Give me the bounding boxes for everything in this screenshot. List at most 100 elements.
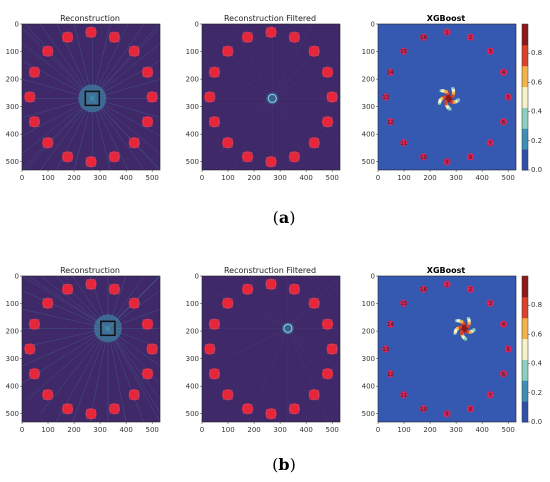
- hotspot-frame: [209, 117, 220, 127]
- x-tick-label: 400: [299, 426, 312, 434]
- prediction-cell: [468, 330, 472, 334]
- hotspot: [61, 403, 74, 415]
- streak-ray: [21, 79, 93, 99]
- hotspot: [146, 343, 158, 355]
- streak-ray: [92, 98, 111, 171]
- detector-marker-label: 5: [506, 95, 510, 101]
- y-tick-label: 400: [362, 131, 375, 139]
- streak-ray: [21, 328, 108, 348]
- prediction-cell: [444, 99, 448, 103]
- colorbar-tick-label: 0.6: [531, 78, 543, 86]
- y-tick-label: 200: [186, 76, 199, 84]
- hotspot-frame: [129, 298, 140, 308]
- x-tick-label: 400: [119, 174, 132, 182]
- detector-marker: [400, 299, 408, 307]
- hotspot: [141, 318, 154, 330]
- streak-ray: [92, 23, 129, 99]
- prediction-cell: [460, 320, 464, 324]
- colorbar-tick-label: 0.8: [531, 49, 542, 57]
- detector-marker-label: 16: [420, 35, 427, 41]
- hotspot-frame: [242, 404, 253, 414]
- panel-title: XGBoost: [426, 266, 466, 275]
- colorbar-segment: [522, 296, 528, 319]
- streak-ray: [247, 275, 289, 329]
- streak-ray: [92, 98, 161, 118]
- y-tick-label: 100: [186, 300, 199, 308]
- hotspot: [61, 151, 74, 163]
- colorbar-segment: [522, 338, 528, 360]
- streak-ray: [92, 98, 161, 170]
- streak-ray: [27, 328, 109, 400]
- streak-ray: [287, 275, 328, 329]
- detector-marker-label: 9: [445, 412, 449, 418]
- panel-title: Reconstruction: [60, 14, 120, 23]
- hotspot: [222, 297, 234, 309]
- hotspot-frame: [42, 298, 53, 308]
- colorbar-segment: [522, 44, 528, 67]
- detector-marker-label: 15: [400, 301, 407, 307]
- y-tick-label: 300: [186, 355, 199, 363]
- streak-ray: [92, 27, 161, 99]
- prediction-cell: [456, 319, 460, 323]
- panel-title: XGBoost: [426, 14, 466, 23]
- detector-marker: [419, 33, 428, 41]
- hotspot: [128, 137, 140, 149]
- hotspot: [85, 278, 97, 290]
- hotspot: [108, 283, 121, 295]
- hotspot: [204, 343, 216, 355]
- y-tick-label: 200: [362, 328, 375, 336]
- colorbar-segment: [522, 86, 528, 108]
- x-tick-label: 300: [93, 426, 106, 434]
- streak-ray: [272, 23, 313, 99]
- hotspot: [208, 318, 221, 330]
- hotspot: [241, 283, 254, 295]
- streak-ray: [201, 328, 289, 371]
- hotspot: [241, 31, 254, 43]
- source-ring: [267, 93, 277, 103]
- hotspot-frame: [62, 284, 73, 294]
- detector-marker: [419, 405, 428, 413]
- hotspot-frame: [109, 152, 120, 162]
- y-tick-label: 400: [6, 383, 19, 391]
- detector-marker-label: 10: [420, 407, 427, 413]
- hotspot-frame: [322, 319, 333, 329]
- colorbar-tick-label: 0.2: [531, 389, 542, 397]
- detector-marker: [466, 285, 475, 293]
- y-tick-label: 400: [362, 383, 375, 391]
- x-tick-label: 100: [397, 174, 410, 182]
- prediction-cell: [451, 87, 455, 91]
- streak-ray: [21, 98, 93, 170]
- hotspot: [321, 368, 334, 380]
- streak-ray: [201, 23, 273, 99]
- x-tick-label: 0: [376, 174, 380, 182]
- prediction-cell: [448, 99, 451, 103]
- prediction-cell: [448, 96, 452, 100]
- hotspot-frame: [29, 319, 40, 329]
- hotspot: [85, 156, 97, 168]
- detector-marker: [443, 410, 451, 418]
- y-tick-label: 200: [6, 76, 19, 84]
- hotspot: [128, 45, 140, 57]
- prediction-cell: [460, 329, 464, 333]
- detector-marker: [443, 280, 451, 288]
- prediction-cell: [463, 329, 467, 333]
- hotspot: [61, 283, 74, 295]
- streak-ray: [201, 55, 273, 99]
- hotspot: [141, 116, 154, 128]
- hotspot: [128, 389, 140, 401]
- hotspot-frame: [289, 284, 300, 294]
- streak-ray: [92, 23, 111, 99]
- x-tick-label: 500: [146, 426, 159, 434]
- x-tick-label: 0: [200, 426, 204, 434]
- hotspot-frame: [266, 156, 276, 167]
- detector-marker-label: 6: [502, 372, 506, 378]
- hotspot-frame: [222, 390, 233, 400]
- detector-marker: [386, 118, 395, 126]
- streak-ray: [92, 43, 161, 99]
- hotspot: [42, 45, 54, 57]
- y-tick-label: 500: [186, 158, 199, 166]
- hotspot: [288, 283, 301, 295]
- prediction-cell: [456, 326, 459, 330]
- hotspot-frame: [209, 67, 220, 77]
- hotspot: [208, 368, 221, 380]
